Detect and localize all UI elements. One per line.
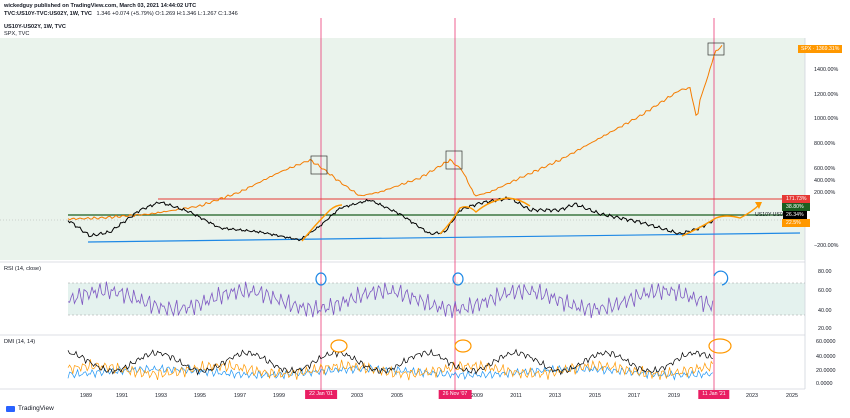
x-axis-label: 2015 (589, 393, 601, 399)
date-tag-2021: 11 Jan '21 (698, 390, 730, 399)
spx-peak-box-2000 (310, 155, 328, 175)
dmi-circle-2001 (330, 339, 348, 353)
x-axis-label: 1997 (234, 393, 246, 399)
axis-label-main: 1000.00% (814, 116, 839, 122)
axis-label-main: 400.00% (814, 178, 836, 184)
rsi-circle-2007 (452, 272, 464, 286)
brand-name: TradingView (18, 405, 54, 412)
axis-label-main: 1400.00% (814, 67, 839, 73)
x-axis-label: 2023 (746, 393, 758, 399)
axis-label-dmi: 20.0000 (816, 368, 836, 374)
ratio-value-tag: 26.34% (783, 211, 807, 219)
x-axis-label: 1993 (155, 393, 167, 399)
main-series-label: US10Y-US02Y, 1W, TVC (4, 24, 66, 30)
spx-peak-box-2007 (445, 150, 463, 170)
axis-label-rsi: 40.00 (818, 308, 832, 314)
footer-brand[interactable]: TradingView (6, 405, 54, 412)
x-axis-label: 1999 (273, 393, 285, 399)
x-axis-label: 2011 (510, 393, 522, 399)
symbol-name: TVC:US10Y-TVC:US02Y, 1W, TVC (4, 11, 92, 17)
x-axis-label: 2003 (351, 393, 363, 399)
axis-label-dmi: 40.0000 (816, 354, 836, 360)
adx-line (67, 348, 713, 376)
rsi-circle-2001 (315, 272, 327, 286)
ratio-series-line (67, 196, 714, 242)
axis-label-main: 1200.00% (814, 92, 839, 98)
date-tag-2007: 26 Nov '07 (438, 390, 472, 399)
symbol-info: TVC:US10Y-TVC:US02Y, 1W, TVC 1.346 +0.07… (4, 11, 238, 17)
axis-label-dmi: 60.0000 (816, 339, 836, 345)
publish-info: wickedguy published on TradingView.com, … (4, 3, 197, 9)
dmi-panel-label: DMI (14, 14) (4, 339, 36, 345)
x-axis-label: 2009 (471, 393, 483, 399)
x-axis-label: 2005 (391, 393, 403, 399)
date-tag-2001: 22 Jan '01 (305, 390, 337, 399)
tradingview-logo-icon (6, 405, 15, 412)
rsi-circle-2021 (713, 270, 729, 286)
x-axis-label: 1989 (80, 393, 92, 399)
axis-label-rsi: 60.00 (818, 288, 832, 294)
symbol-values: 1.346 +0.074 (+5.79%) O:1.269 H:1.346 L:… (96, 11, 238, 17)
spx-price-tag: SPX · 1369.31% (798, 45, 843, 53)
x-axis-label: 2013 (549, 393, 561, 399)
x-axis-label: 2017 (628, 393, 640, 399)
blue-level-tag: 22.5% (786, 220, 801, 226)
x-axis-label: 2025 (786, 393, 798, 399)
x-axis-label: 2019 (668, 393, 680, 399)
ratio-rise-annotation-2007 (439, 197, 531, 235)
axis-label-rsi: 20.00 (818, 326, 832, 332)
x-axis-label: 1991 (116, 393, 128, 399)
ratio-rise-annotation-2021 (681, 203, 761, 237)
green-level-tag: 38.80% (786, 204, 804, 210)
rsi-band (68, 283, 805, 315)
spx-series-label: SPX, TVC (4, 31, 30, 37)
rsi-panel-label: RSI (14, close) (4, 266, 41, 272)
arrow-head (755, 202, 762, 209)
axis-label-dmi: 0.0000 (816, 381, 833, 387)
ratio-rise-annotation-2000 (301, 204, 343, 242)
rsi-series-line (67, 281, 714, 319)
axis-label-rsi: 80.00 (818, 269, 832, 275)
ratio-label-tag: US10Y-US02Y (755, 212, 790, 218)
axis-label-main: 200.00% (814, 190, 836, 196)
axis-label-main: 800.00% (814, 141, 836, 147)
main-panel-bg (0, 38, 805, 260)
spx-peak-box-2021 (707, 42, 725, 56)
dmi-circle-2007 (454, 339, 472, 353)
red-level-tag: 171.73% (786, 196, 807, 202)
spx-series-line (67, 44, 723, 221)
blue-trend-line (87, 232, 801, 243)
x-axis-label: 1995 (194, 393, 206, 399)
axis-label-main: −200.00% (814, 243, 839, 249)
axis-label-main: 600.00% (814, 166, 836, 172)
dmi-circle-2021 (708, 338, 732, 354)
